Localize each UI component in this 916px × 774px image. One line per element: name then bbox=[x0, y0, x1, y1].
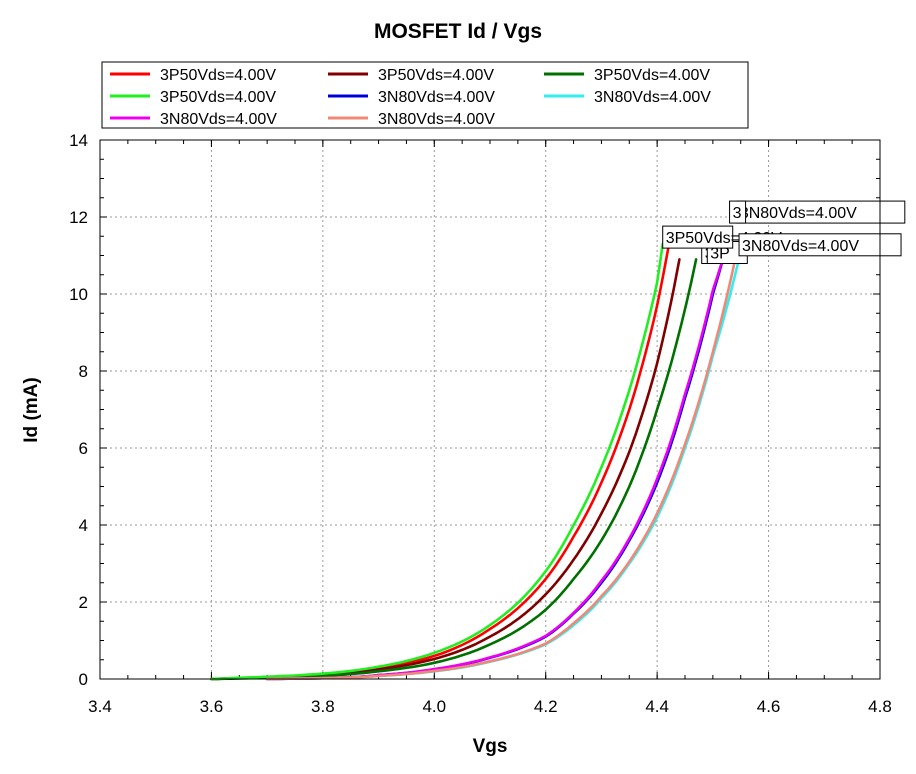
x-tick-label: 3.4 bbox=[88, 697, 112, 716]
end-label-text: 3N80Vds=4.00V bbox=[742, 238, 859, 255]
plot-frame bbox=[99, 139, 881, 680]
legend-frame bbox=[101, 61, 749, 129]
legend-entry: 3P50Vds=4.00V bbox=[160, 89, 276, 106]
end-label-box bbox=[662, 225, 734, 249]
legend-entry: 3N80Vds=4.00V bbox=[594, 89, 711, 106]
end-label-box bbox=[729, 200, 747, 224]
end-label: 3N80Vds=4.00V bbox=[738, 233, 902, 257]
x-tick-label: 4.0 bbox=[422, 697, 446, 716]
end-label: 3 bbox=[729, 200, 747, 224]
y-tick-label: 0 bbox=[79, 670, 88, 689]
series-line-4 bbox=[210, 242, 664, 681]
legend: 3P50Vds=4.00V 3P50Vds=4.00V 3P50Vds=4.00V 3… bbox=[101, 61, 749, 129]
legend-entry: 3P50Vds=4.00V bbox=[378, 67, 494, 84]
y-tick-label: 4 bbox=[79, 516, 88, 535]
series-line-8 bbox=[265, 258, 737, 681]
legend-entry: 3N80Vds=4.00V bbox=[378, 89, 495, 106]
end-label: 3N80Vds=4.00V bbox=[736, 200, 906, 224]
x-tick-label: 4.8 bbox=[868, 697, 892, 716]
end-labels: 3P3P3P50Vds=4.00V3N80Vds=4.00V3N80Vds=4.… bbox=[662, 200, 906, 264]
x-tick-label: 3.8 bbox=[311, 697, 335, 716]
legend-entry: 3N80Vds=4.00V bbox=[378, 111, 495, 128]
legend-items: 3P50Vds=4.00V 3P50Vds=4.00V 3P50Vds=4.00V 3… bbox=[110, 67, 711, 128]
legend-entry: 3P50Vds=4.00V bbox=[160, 67, 276, 84]
y-tick-label: 14 bbox=[69, 131, 88, 150]
y-tick-label: 8 bbox=[79, 362, 88, 381]
y-tick-label: 12 bbox=[69, 208, 88, 227]
chart-title: MOSFET Id / Vgs bbox=[374, 20, 542, 43]
series-line-3 bbox=[210, 258, 698, 681]
end-label-text: 3 bbox=[733, 205, 742, 222]
series-group bbox=[210, 242, 742, 681]
x-axis-title: Vgs bbox=[473, 736, 508, 757]
y-tick-label: 10 bbox=[69, 285, 88, 304]
legend-entry: 3N80Vds=4.00V bbox=[160, 111, 277, 128]
x-tick-label: 4.2 bbox=[534, 697, 558, 716]
y-tick-labels: 0 2 4 6 8 10 12 14 bbox=[69, 131, 88, 689]
grid bbox=[100, 140, 880, 679]
y-tick-label: 2 bbox=[79, 593, 88, 612]
end-label-box bbox=[738, 233, 902, 257]
legend-entry: 3P50Vds=4.00V bbox=[594, 67, 710, 84]
x-tick-label: 4.6 bbox=[757, 697, 781, 716]
end-label-text: 3P bbox=[710, 246, 730, 263]
x-tick-label: 3.6 bbox=[200, 697, 224, 716]
x-tick-labels: 3.4 3.6 3.8 4.0 4.2 4.4 4.6 4.8 bbox=[88, 697, 892, 716]
y-axis-title: Id (mA) bbox=[21, 377, 42, 442]
end-label-text: 3N80Vds=4.00V bbox=[740, 205, 857, 222]
x-tick-label: 4.4 bbox=[645, 697, 669, 716]
y-tick-label: 6 bbox=[79, 439, 88, 458]
